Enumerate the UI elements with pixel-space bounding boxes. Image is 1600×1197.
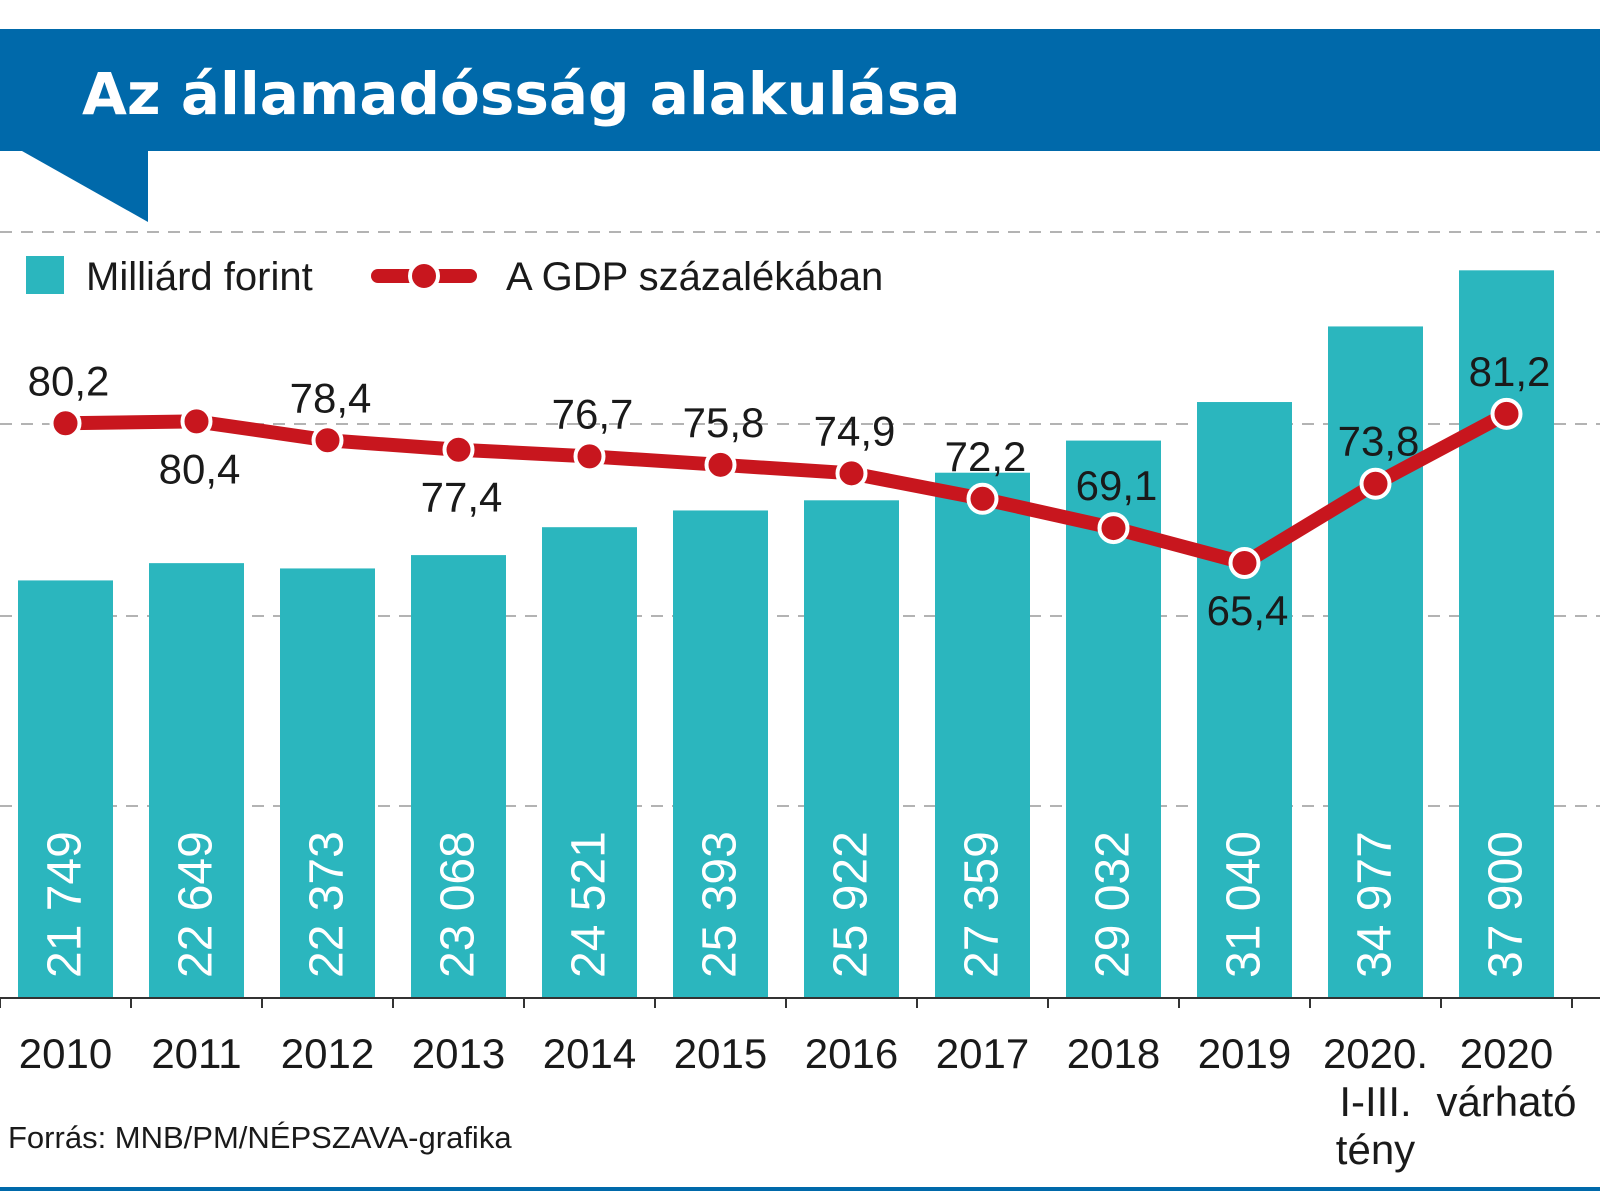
line-value-label: 80,2 <box>28 357 110 404</box>
x-tick-label: I-III. <box>1339 1078 1411 1125</box>
x-tick-label: 2020. <box>1323 1030 1428 1077</box>
x-tick-label: tény <box>1336 1126 1415 1173</box>
bar <box>1459 270 1554 998</box>
x-tick-label: 2010 <box>19 1030 112 1077</box>
line-value-label: 72,2 <box>945 433 1027 480</box>
x-tick-label: 2016 <box>805 1030 898 1077</box>
legend-marker <box>408 260 440 292</box>
legend-label-line: A GDP százalékában <box>506 255 883 299</box>
x-axis <box>0 997 1600 1008</box>
line-marker <box>966 482 999 515</box>
bar-value-label: 21 749 <box>39 831 92 978</box>
bar <box>411 555 506 998</box>
line-marker <box>1359 467 1392 500</box>
x-tick-label: 2018 <box>1067 1030 1160 1077</box>
line-value-label: 73,8 <box>1338 418 1420 465</box>
line-value-label: 78,4 <box>290 374 372 421</box>
line-value-label: 76,7 <box>552 390 634 437</box>
bar-value-label: 25 393 <box>694 831 747 978</box>
bar <box>280 568 375 998</box>
bar <box>935 472 1030 998</box>
line-marker <box>180 405 213 438</box>
x-tick-label: 2011 <box>151 1030 241 1077</box>
x-tick-label: 2019 <box>1198 1030 1291 1077</box>
line-marker <box>704 448 737 481</box>
line-marker <box>1490 397 1523 430</box>
bar <box>1328 326 1423 998</box>
gdp-line <box>58 406 1514 570</box>
line-marker <box>835 457 868 490</box>
line-marker <box>573 440 606 473</box>
line-value-label: 75,8 <box>683 399 765 446</box>
legend-swatch-bars <box>26 256 64 294</box>
line-marker <box>442 433 475 466</box>
x-tick-label: 2015 <box>674 1030 767 1077</box>
bar-series: 21 749 22 649 22 373 23 068 24 521 25 393 25 9… <box>18 270 1554 999</box>
line-value-label: 65,4 <box>1207 587 1289 634</box>
bar-value-label: 24 521 <box>563 831 616 978</box>
legend: Milliárd forint A GDP százalékában <box>26 255 883 299</box>
line-marker <box>49 407 82 440</box>
bar-value-label: 25 922 <box>825 831 878 978</box>
bar <box>804 500 899 998</box>
bar-value-label: 31 040 <box>1218 831 1271 978</box>
chart-title: Az államadósság alakulása <box>82 60 960 128</box>
bar <box>673 510 768 998</box>
bottom-rule <box>0 1187 1600 1191</box>
line-series: 80,2 80,4 78,4 77,4 76,7 75,8 74,9 72,2 69,1 65,4… <box>28 348 1551 634</box>
line-marker <box>1097 512 1130 545</box>
bar-value-label: 27 359 <box>956 831 1009 978</box>
bar-value-label: 34 977 <box>1349 831 1402 978</box>
line-marker <box>1228 547 1261 579</box>
title-banner <box>0 29 1600 151</box>
line-value-label: 81,2 <box>1469 348 1551 395</box>
bar-value-label: 22 373 <box>301 831 354 978</box>
x-tick-labels: 2010 2011 2012 2013 2014 2015 2016 2017 2018 2019… <box>19 1030 1577 1173</box>
x-tick-label: 2013 <box>412 1030 505 1077</box>
bar <box>1197 402 1292 999</box>
line-value-label: 74,9 <box>814 407 896 454</box>
x-tick-label: várható <box>1436 1078 1576 1125</box>
bar <box>18 580 113 998</box>
legend-label-bars: Milliárd forint <box>86 255 313 299</box>
x-tick-label: 2017 <box>936 1030 1029 1077</box>
x-tick-label: 2020 <box>1460 1030 1553 1077</box>
line-marker <box>311 424 344 457</box>
bar-value-label: 23 068 <box>432 831 485 978</box>
title-banner-tail <box>22 151 148 222</box>
x-tick-label: 2012 <box>281 1030 374 1077</box>
line-value-label: 80,4 <box>159 445 241 492</box>
x-tick-label: 2014 <box>543 1030 636 1077</box>
bar-value-label: 29 032 <box>1087 831 1140 978</box>
bar <box>149 563 244 998</box>
source-note: Forrás: MNB/PM/NÉPSZAVA-grafika <box>8 1120 512 1155</box>
bar-value-label: 37 900 <box>1480 831 1533 978</box>
bar-value-label: 22 649 <box>170 831 223 978</box>
line-value-label: 77,4 <box>421 474 503 521</box>
line-value-label: 69,1 <box>1076 462 1158 509</box>
bar <box>542 527 637 998</box>
